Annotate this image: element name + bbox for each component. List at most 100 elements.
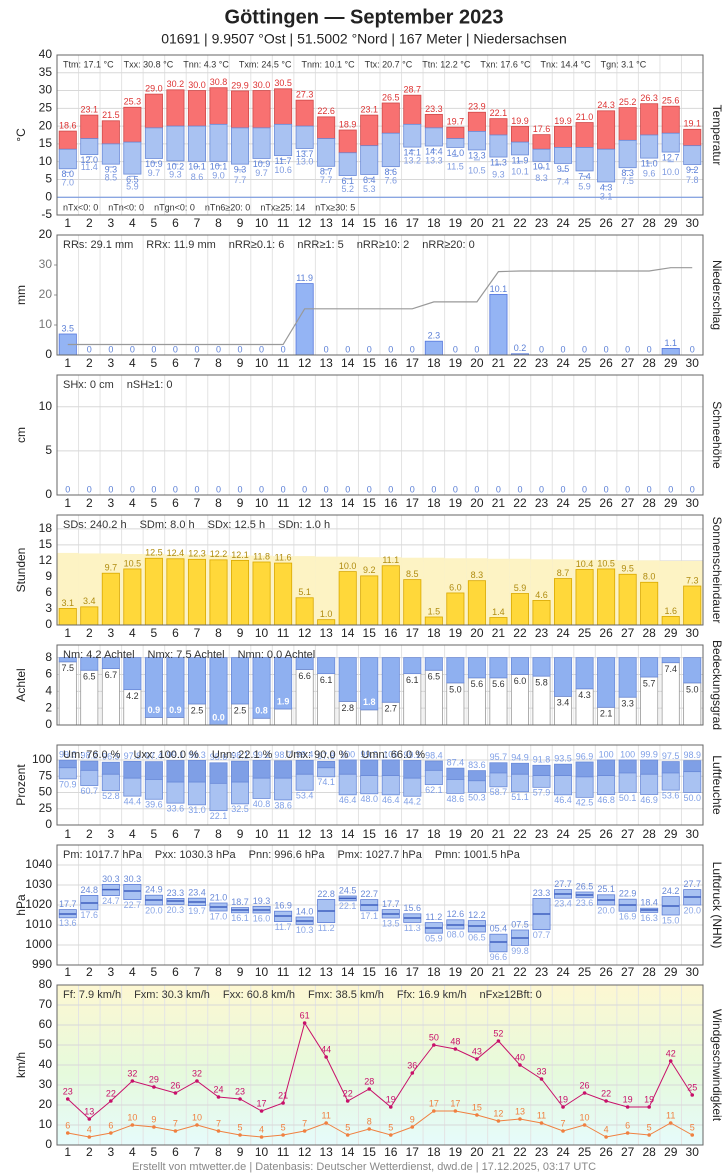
x-tick-label: 14 (341, 965, 355, 979)
daylength-bar (659, 560, 682, 625)
bar-min (446, 138, 465, 148)
max-label: 30.3 (102, 874, 120, 884)
mean-point (173, 1129, 178, 1133)
summary-stat: Nm: 4.2 Achtel (63, 649, 135, 661)
ground-min-label: 5.9 (126, 182, 139, 192)
x-tick-label: 8 (215, 496, 222, 510)
max-label: 07.5 (511, 919, 529, 929)
value-label: 2.5 (234, 705, 247, 715)
bar-min (618, 139, 637, 169)
bar (274, 562, 293, 626)
value-label: 0 (65, 484, 70, 494)
clear-bar (166, 717, 185, 726)
mean-label: 6 (108, 1120, 113, 1130)
ground-min-label: 10.1 (511, 167, 529, 177)
x-tick-label: 19 (449, 626, 463, 640)
bar-upper (144, 761, 163, 780)
cover-bar (295, 657, 314, 670)
cover-bar (683, 657, 702, 684)
max-label: 25.3 (124, 97, 142, 107)
bar-lower (166, 781, 185, 804)
x-tick-label: 4 (129, 626, 136, 640)
y-tick-label: 18 (39, 521, 53, 535)
x-tick-label: 17 (406, 496, 420, 510)
value-label: 1.8 (363, 697, 376, 707)
max-label: 19.9 (554, 116, 572, 126)
value-label: 0 (345, 344, 350, 354)
min-label: 20.3 (167, 905, 185, 915)
bar-max (510, 126, 529, 143)
x-tick-label: 4 (129, 356, 136, 370)
bar (597, 568, 616, 626)
bar-min (554, 147, 573, 164)
min-label: 42.5 (576, 798, 594, 808)
min-label: 44.4 (124, 796, 142, 806)
x-tick-label: 6 (172, 216, 179, 230)
y-tick-label: 1000 (25, 937, 52, 951)
x-tick-label: 30 (686, 626, 700, 640)
summary-stat: nRR≥0.1: 6 (229, 239, 285, 251)
cover-bar (231, 657, 250, 705)
summary-stat: Tnn: 4.3 °C (183, 59, 229, 69)
value-label: 5.7 (643, 678, 656, 688)
mean-point (625, 1131, 630, 1135)
mean-point (539, 1121, 544, 1125)
min-label: 53.4 (296, 791, 314, 801)
min-label: 38.6 (274, 800, 292, 810)
x-tick-label: 14 (341, 216, 355, 230)
max-label: 11.2 (425, 912, 442, 922)
x-tick-label: 19 (449, 827, 463, 841)
y-tick-label: 10 (39, 399, 53, 413)
y-tick-label: 8 (45, 650, 52, 664)
bar-max (446, 126, 465, 139)
bar-upper (295, 759, 314, 775)
bar-lower (338, 773, 357, 796)
ground-min-label: 7.8 (686, 175, 699, 185)
value-label: 0 (453, 484, 458, 494)
y-tick-label: 12 (39, 553, 53, 567)
value-label: 6.0 (514, 676, 527, 686)
value-label: 3.3 (621, 699, 634, 709)
value-label: 0 (496, 484, 501, 494)
min-label: 46.4 (382, 795, 400, 805)
min-label: 14.4 (425, 146, 443, 156)
x-tick-label: 22 (513, 496, 527, 510)
value-label: 6.5 (428, 672, 441, 682)
mean-point (345, 1133, 350, 1137)
summary-stat: RRs: 29.1 mm (63, 239, 133, 251)
min-label: 20.0 (597, 905, 615, 915)
max-label: 99.6 (59, 750, 77, 760)
gust-point (496, 1039, 501, 1043)
x-tick-label: 17 (406, 1145, 420, 1159)
bar-min (403, 123, 422, 148)
max-label: 17.6 (533, 124, 551, 134)
value-label: 2.3 (428, 331, 441, 341)
gust-label: 29 (149, 1074, 159, 1084)
bar (446, 592, 465, 626)
gust-label: 19 (623, 1094, 633, 1104)
x-tick-label: 8 (215, 356, 222, 370)
x-tick-label: 20 (470, 356, 484, 370)
max-label: 87.4 (447, 758, 465, 768)
min-label: 16.3 (640, 913, 658, 923)
min-label: 8.7 (320, 167, 333, 177)
bar-upper (640, 759, 659, 775)
value-label: 9.2 (363, 565, 376, 575)
cumulative-line (67, 267, 693, 346)
value-label: 0 (324, 484, 329, 494)
value-label: 0 (130, 484, 135, 494)
daylength-bar (57, 552, 79, 625)
x-tick-label: 18 (427, 1145, 441, 1159)
x-tick-label: 20 (470, 496, 484, 510)
ground-min-label: 3.1 (600, 192, 613, 202)
min-label: 20.0 (683, 905, 701, 915)
x-tick-label: 17 (406, 626, 420, 640)
min-label: 11.7 (275, 922, 292, 932)
x-tick-label: 29 (664, 496, 678, 510)
x-tick-label: 2 (86, 1145, 93, 1159)
x-tick-label: 8 (215, 827, 222, 841)
min-label: 24.7 (102, 896, 120, 906)
bar-min (58, 148, 77, 170)
x-tick-label: 2 (86, 356, 93, 370)
min-label: 57.9 (533, 788, 551, 798)
